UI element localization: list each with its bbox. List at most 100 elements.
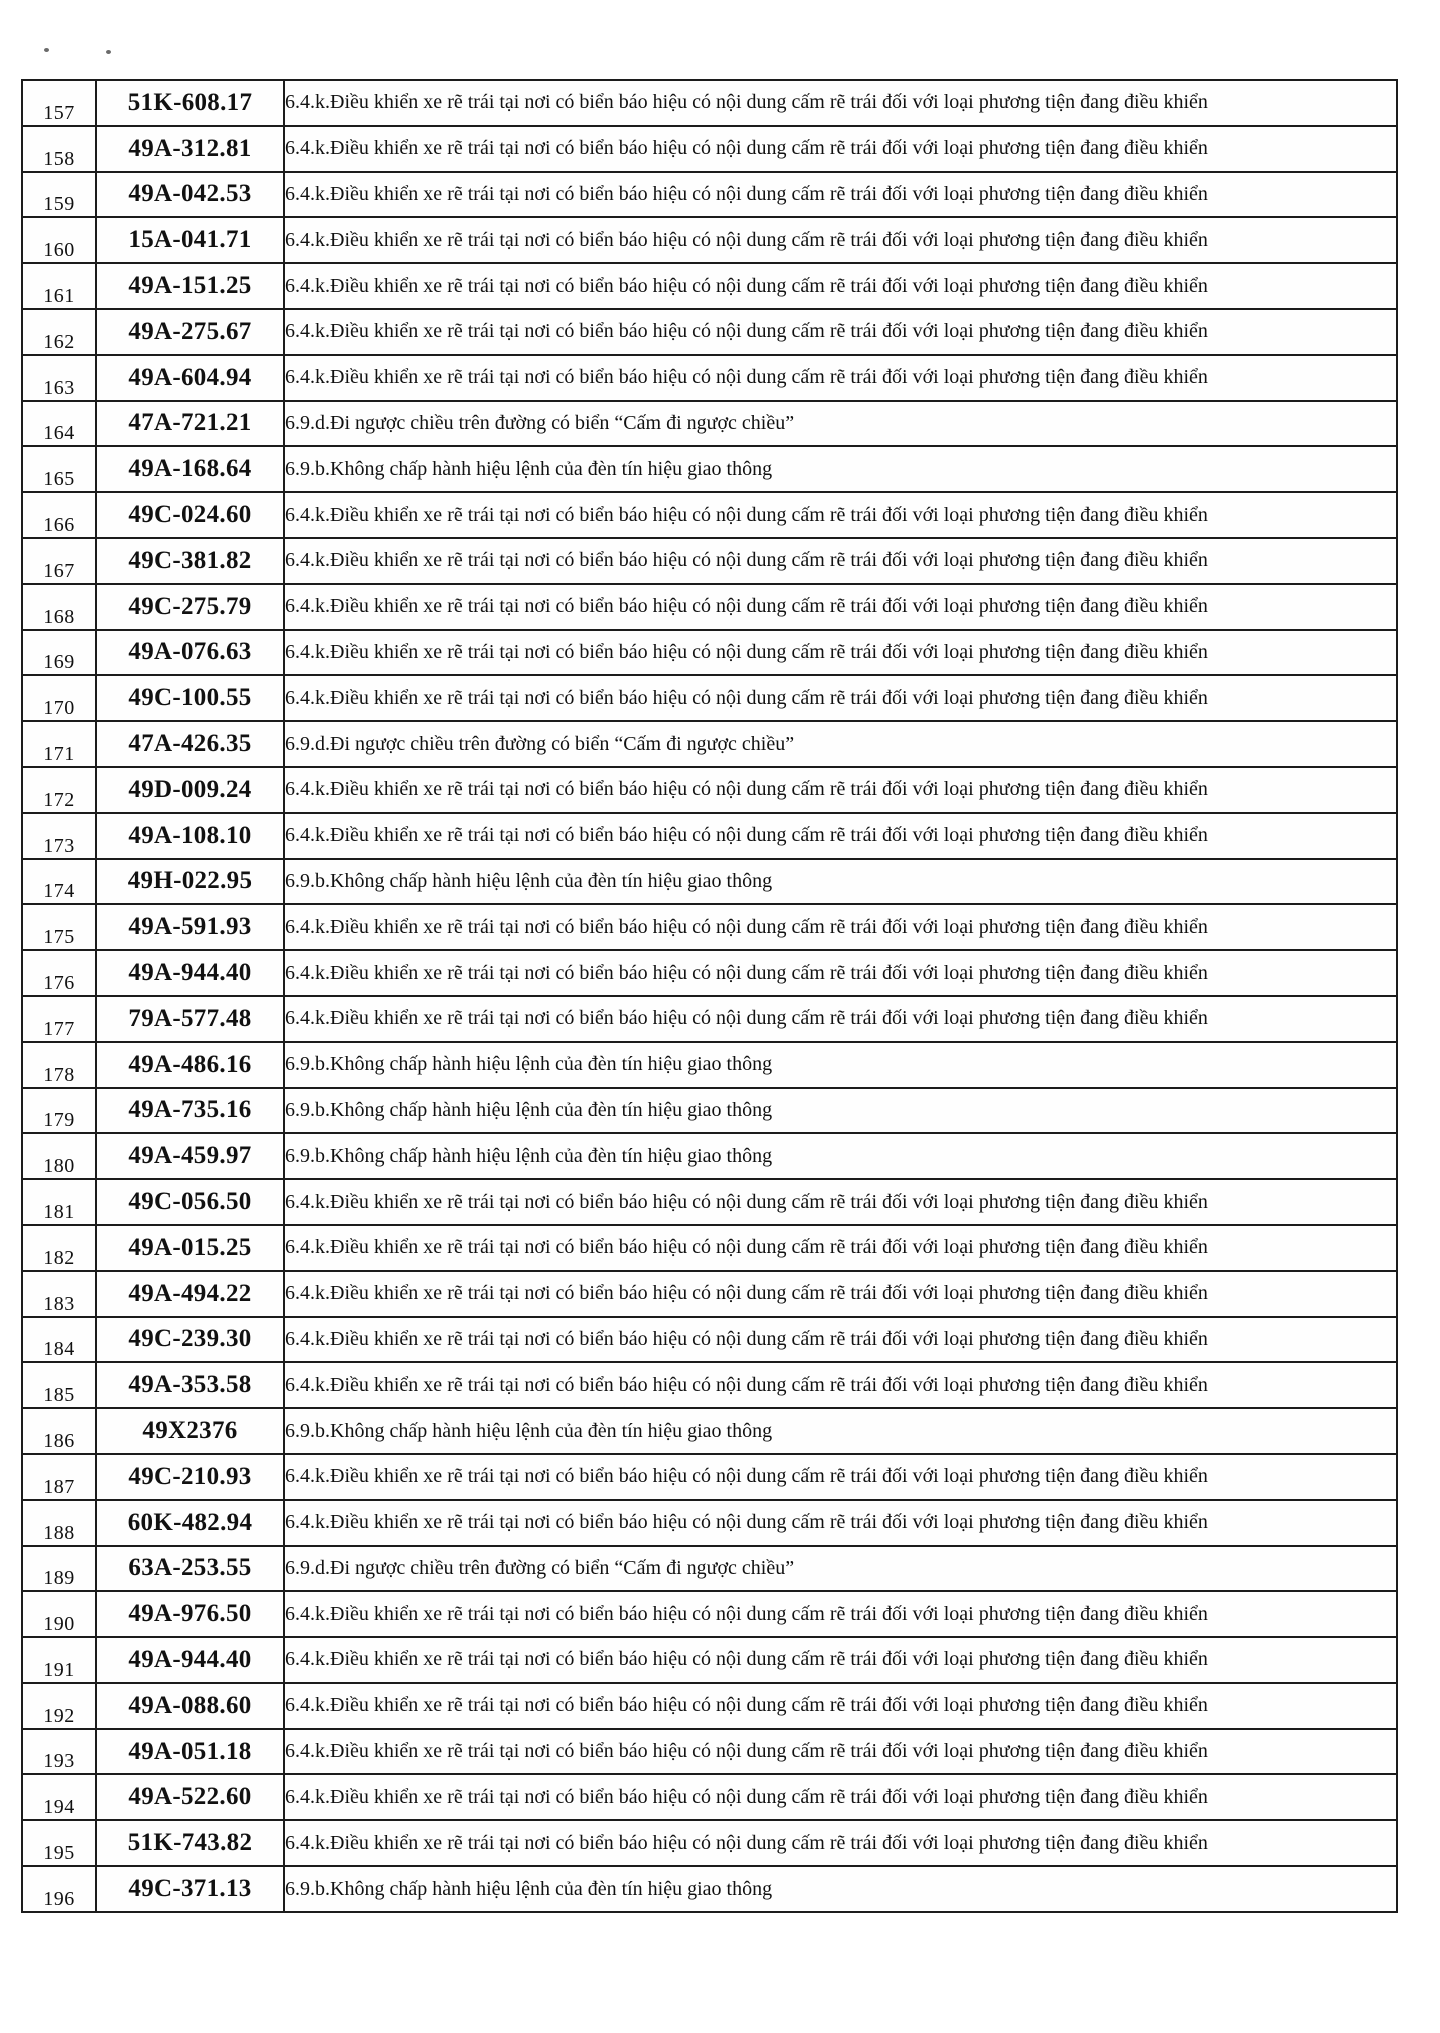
violation-description: 6.4.k.Điều khiển xe rẽ trái tại nơi có b…	[283, 536, 1398, 585]
table-row: 157 51K-608.17 6.4.k.Điều khiển xe rẽ tr…	[21, 79, 1398, 127]
table-row: 196 49C-371.13 6.9.b.Không chấp hành hiệ…	[21, 1865, 1398, 1913]
table-row: 184 49C-239.30 6.4.k.Điều khiển xe rẽ tr…	[21, 1315, 1398, 1364]
table-row: 162 49A-275.67 6.4.k.Điều khiển xe rẽ tr…	[21, 307, 1398, 356]
scan-artifact-dot	[44, 48, 49, 52]
violation-description: 6.4.k.Điều khiển xe rẽ trái tại nơi có b…	[283, 582, 1398, 631]
license-plate: 49A-312.81	[95, 124, 285, 173]
row-number: 182	[21, 1223, 97, 1272]
table-row: 171 47A-426.35 6.9.d.Đi ngược chiều trên…	[21, 720, 1398, 768]
row-number: 171	[21, 720, 97, 768]
license-plate: 49C-056.50	[95, 1178, 285, 1226]
license-plate: 49A-015.25	[95, 1223, 285, 1272]
row-number: 163	[21, 353, 97, 402]
row-number: 173	[21, 811, 97, 860]
table-row: 186 49X2376 6.9.b.Không chấp hành hiệu l…	[21, 1407, 1398, 1455]
license-plate: 49C-381.82	[95, 536, 285, 585]
table-row: 176 49A-944.40 6.4.k.Điều khiển xe rẽ tr…	[21, 949, 1398, 997]
violation-description: 6.9.b.Không chấp hành hiệu lệnh của đèn …	[283, 857, 1398, 906]
row-number: 195	[21, 1819, 97, 1868]
license-plate: 49A-168.64	[95, 445, 285, 494]
table-row: 163 49A-604.94 6.4.k.Điều khiển xe rẽ tr…	[21, 353, 1398, 402]
table-row: 174 49H-022.95 6.9.b.Không chấp hành hiệ…	[21, 857, 1398, 906]
license-plate: 49A-976.50	[95, 1590, 285, 1639]
table-row: 165 49A-168.64 6.9.b.Không chấp hành hiệ…	[21, 445, 1398, 494]
license-plate: 49A-591.93	[95, 903, 285, 952]
row-number: 161	[21, 262, 97, 310]
row-number: 177	[21, 994, 97, 1043]
row-number: 180	[21, 1132, 97, 1181]
table-row: 164 47A-721.21 6.9.d.Đi ngược chiều trên…	[21, 399, 1398, 448]
license-plate: 49C-275.79	[95, 582, 285, 631]
violation-description: 6.4.k.Điều khiển xe rẽ trái tại nơi có b…	[283, 1636, 1398, 1684]
violation-description: 6.4.k.Điều khiển xe rẽ trái tại nơi có b…	[283, 1773, 1398, 1822]
row-number: 187	[21, 1452, 97, 1501]
table-row: 192 49A-088.60 6.4.k.Điều khiển xe rẽ tr…	[21, 1681, 1398, 1730]
license-plate: 49A-486.16	[95, 1040, 285, 1089]
table-row: 189 63A-253.55 6.9.d.Đi ngược chiều trên…	[21, 1544, 1398, 1593]
license-plate: 49A-735.16	[95, 1086, 285, 1135]
violation-table-container: 157 51K-608.17 6.4.k.Điều khiển xe rẽ tr…	[21, 79, 1398, 1913]
license-plate: 49A-353.58	[95, 1361, 285, 1410]
row-number: 194	[21, 1773, 97, 1822]
license-plate: 49H-022.95	[95, 857, 285, 906]
license-plate: 49C-210.93	[95, 1452, 285, 1501]
license-plate: 49C-239.30	[95, 1315, 285, 1364]
license-plate: 49C-024.60	[95, 491, 285, 539]
violation-description: 6.4.k.Điều khiển xe rẽ trái tại nơi có b…	[283, 994, 1398, 1043]
table-row: 190 49A-976.50 6.4.k.Điều khiển xe rẽ tr…	[21, 1590, 1398, 1639]
violation-description: 6.4.k.Điều khiển xe rẽ trái tại nơi có b…	[283, 811, 1398, 860]
table-row: 161 49A-151.25 6.4.k.Điều khiển xe rẽ tr…	[21, 262, 1398, 310]
license-plate: 47A-721.21	[95, 399, 285, 448]
row-number: 196	[21, 1865, 97, 1913]
license-plate: 60K-482.94	[95, 1498, 285, 1547]
violation-description: 6.9.b.Không chấp hành hiệu lệnh của đèn …	[283, 1407, 1398, 1455]
violation-description: 6.4.k.Điều khiển xe rẽ trái tại nơi có b…	[283, 1590, 1398, 1639]
license-plate: 49A-944.40	[95, 949, 285, 997]
license-plate: 79A-577.48	[95, 994, 285, 1043]
violation-description: 6.4.k.Điều khiển xe rẽ trái tại nơi có b…	[283, 1269, 1398, 1318]
row-number: 159	[21, 170, 97, 219]
license-plate: 49A-275.67	[95, 307, 285, 356]
license-plate: 49A-088.60	[95, 1681, 285, 1730]
row-number: 175	[21, 903, 97, 952]
table-row: 168 49C-275.79 6.4.k.Điều khiển xe rẽ tr…	[21, 582, 1398, 631]
table-row: 188 60K-482.94 6.4.k.Điều khiển xe rẽ tr…	[21, 1498, 1398, 1547]
row-number: 166	[21, 491, 97, 539]
row-number: 176	[21, 949, 97, 997]
violation-description: 6.9.b.Không chấp hành hiệu lệnh của đèn …	[283, 1865, 1398, 1913]
row-number: 190	[21, 1590, 97, 1639]
table-row: 160 15A-041.71 6.4.k.Điều khiển xe rẽ tr…	[21, 216, 1398, 265]
license-plate: 63A-253.55	[95, 1544, 285, 1593]
violation-description: 6.4.k.Điều khiển xe rẽ trái tại nơi có b…	[283, 1315, 1398, 1364]
row-number: 191	[21, 1636, 97, 1684]
license-plate: 49A-051.18	[95, 1727, 285, 1776]
row-number: 160	[21, 216, 97, 265]
license-plate: 49C-371.13	[95, 1865, 285, 1913]
table-row: 187 49C-210.93 6.4.k.Điều khiển xe rẽ tr…	[21, 1452, 1398, 1501]
license-plate: 49A-151.25	[95, 262, 285, 310]
row-number: 158	[21, 124, 97, 173]
row-number: 189	[21, 1544, 97, 1593]
table-row: 185 49A-353.58 6.4.k.Điều khiển xe rẽ tr…	[21, 1361, 1398, 1410]
license-plate: 49A-076.63	[95, 628, 285, 677]
table-row: 179 49A-735.16 6.9.b.Không chấp hành hiệ…	[21, 1086, 1398, 1135]
row-number: 184	[21, 1315, 97, 1364]
table-row: 169 49A-076.63 6.4.k.Điều khiển xe rẽ tr…	[21, 628, 1398, 677]
violation-description: 6.4.k.Điều khiển xe rẽ trái tại nơi có b…	[283, 1178, 1398, 1226]
violation-description: 6.4.k.Điều khiển xe rẽ trái tại nơi có b…	[283, 1498, 1398, 1547]
row-number: 169	[21, 628, 97, 677]
license-plate: 49A-944.40	[95, 1636, 285, 1684]
violation-description: 6.4.k.Điều khiển xe rẽ trái tại nơi có b…	[283, 1223, 1398, 1272]
table-row: 194 49A-522.60 6.4.k.Điều khiển xe rẽ tr…	[21, 1773, 1398, 1822]
table-row: 180 49A-459.97 6.9.b.Không chấp hành hiệ…	[21, 1132, 1398, 1181]
license-plate: 49D-009.24	[95, 765, 285, 814]
violation-description: 6.4.k.Điều khiển xe rẽ trái tại nơi có b…	[283, 124, 1398, 173]
row-number: 162	[21, 307, 97, 356]
violation-description: 6.4.k.Điều khiển xe rẽ trái tại nơi có b…	[283, 1681, 1398, 1730]
license-plate: 49X2376	[95, 1407, 285, 1455]
table-row: 159 49A-042.53 6.4.k.Điều khiển xe rẽ tr…	[21, 170, 1398, 219]
violation-description: 6.4.k.Điều khiển xe rẽ trái tại nơi có b…	[283, 216, 1398, 265]
row-number: 168	[21, 582, 97, 631]
row-number: 185	[21, 1361, 97, 1410]
row-number: 188	[21, 1498, 97, 1547]
